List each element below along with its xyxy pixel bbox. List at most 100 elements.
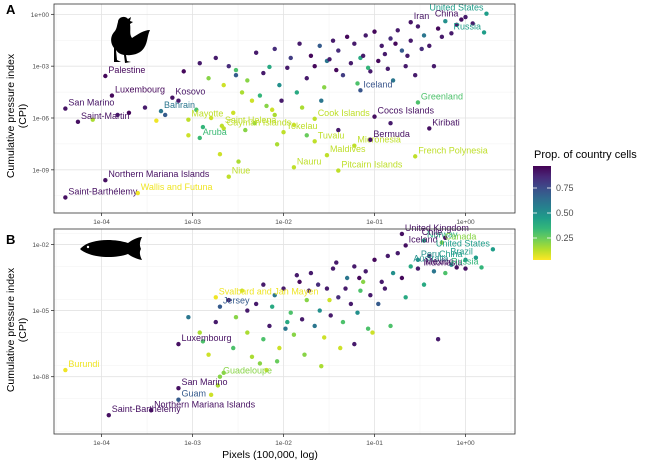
data-point xyxy=(181,69,186,74)
panel-border xyxy=(53,228,516,435)
labeled-data-point xyxy=(170,95,175,100)
panel-a-tag: A xyxy=(6,2,16,17)
data-point xyxy=(312,63,317,69)
labeled-data-point xyxy=(413,154,418,159)
data-point xyxy=(267,323,272,329)
data-point xyxy=(243,127,248,133)
labeled-data-point xyxy=(427,126,432,131)
data-point xyxy=(215,383,221,388)
data-point xyxy=(186,314,191,320)
labeled-data-point xyxy=(352,143,357,148)
y-tick-label: 1e-05 xyxy=(32,308,49,315)
x-tick-label: 1e-04 xyxy=(93,440,110,447)
data-point xyxy=(208,392,214,398)
labeled-data-point xyxy=(479,265,484,270)
panel-b-ylabel-line2: (CPI) xyxy=(17,318,29,343)
data-point xyxy=(304,297,309,303)
data-point xyxy=(264,367,269,373)
y-tick-label: 1e-02 xyxy=(32,242,49,249)
data-point xyxy=(443,270,448,276)
fish-icon xyxy=(80,237,142,260)
data-point xyxy=(317,308,322,313)
labeled-data-point xyxy=(481,30,487,35)
point-label: Luxembourg xyxy=(115,85,165,95)
data-point xyxy=(269,107,275,112)
y-tick-label: 1e-03 xyxy=(32,64,49,71)
labeled-data-point xyxy=(217,304,223,309)
point-label: Kiribati xyxy=(432,117,460,127)
labeled-data-point xyxy=(109,93,115,98)
data-point xyxy=(319,98,324,103)
data-point xyxy=(408,38,413,43)
data-point xyxy=(285,65,290,71)
data-point xyxy=(327,57,332,62)
data-point xyxy=(360,279,366,285)
data-point xyxy=(344,275,350,281)
point-label: Palestine xyxy=(108,65,145,75)
data-point xyxy=(348,301,354,307)
data-point xyxy=(249,98,255,103)
labeled-data-point xyxy=(358,88,363,93)
data-point xyxy=(431,269,437,274)
data-point xyxy=(348,60,354,66)
data-point xyxy=(285,319,290,325)
point-label: Brazil xyxy=(450,247,473,257)
y-tick-label: 1e-09 xyxy=(32,167,49,174)
x-tick-label: 1e-01 xyxy=(366,219,383,226)
data-point xyxy=(393,41,398,46)
data-point xyxy=(336,127,341,133)
point-label: Tuvalu xyxy=(318,130,345,140)
point-label: Iceland xyxy=(363,79,392,89)
data-point xyxy=(327,297,332,303)
labeled-data-point xyxy=(75,119,81,125)
point-label: China xyxy=(435,9,459,19)
data-point xyxy=(376,301,381,307)
point-label: Russia xyxy=(451,256,479,266)
data-point xyxy=(334,260,339,265)
legend-tick-label: 0.50 xyxy=(556,208,574,218)
data-point xyxy=(343,286,348,291)
point-label: Mexico xyxy=(425,256,454,266)
data-point xyxy=(233,314,239,320)
data-point xyxy=(291,122,297,128)
point-label: Norway xyxy=(427,230,458,240)
data-point xyxy=(382,286,388,291)
labeled-data-point xyxy=(281,130,286,135)
data-point xyxy=(385,253,391,259)
labeled-data-point xyxy=(443,235,448,240)
data-point xyxy=(299,105,305,110)
labeled-data-point xyxy=(176,341,181,347)
labeled-data-point xyxy=(312,139,317,144)
data-point xyxy=(376,58,381,64)
labeled-data-point xyxy=(103,73,108,79)
point-label: Saint-Barthélemy xyxy=(112,404,182,414)
data-point xyxy=(344,34,350,40)
data-point xyxy=(405,53,410,58)
data-point xyxy=(304,76,309,81)
point-label: Micronesia xyxy=(357,135,401,145)
data-point xyxy=(281,286,286,291)
data-point xyxy=(221,82,226,88)
data-point xyxy=(454,22,459,27)
labeled-data-point xyxy=(324,153,330,158)
data-point xyxy=(399,275,405,281)
data-point xyxy=(435,337,441,342)
point-label: Cook Islands xyxy=(318,108,371,118)
data-point xyxy=(334,67,339,73)
data-point xyxy=(236,159,241,164)
data-point xyxy=(379,279,384,285)
data-point xyxy=(415,266,421,271)
data-point xyxy=(299,317,305,322)
data-point xyxy=(355,81,360,86)
data-point xyxy=(357,275,362,281)
data-point xyxy=(419,46,424,52)
data-point xyxy=(340,73,346,78)
labeled-data-point xyxy=(484,11,489,16)
data-point xyxy=(435,26,441,31)
labeled-data-point xyxy=(473,255,479,260)
x-tick-label: 1e-03 xyxy=(184,219,201,226)
data-point xyxy=(233,73,239,78)
data-point xyxy=(221,370,226,376)
data-point xyxy=(443,19,448,24)
